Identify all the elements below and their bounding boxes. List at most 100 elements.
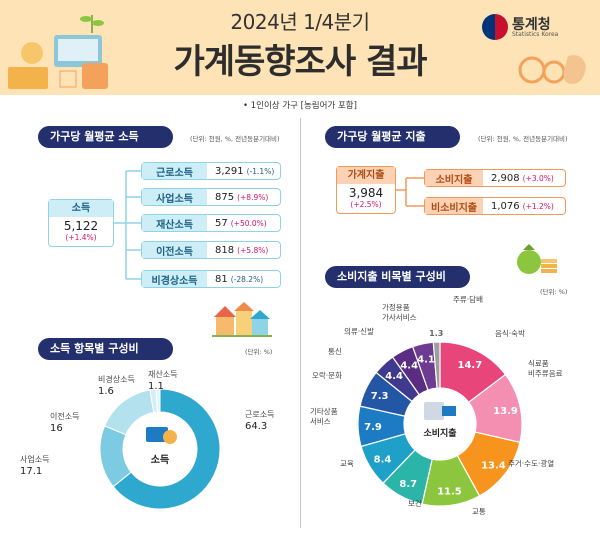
taegeuk-icon	[482, 14, 508, 40]
cons-slice-label: 교통	[472, 507, 486, 516]
monitor-money-icon	[146, 427, 177, 444]
income-unit: (단위: 천원, %, 전년동분기대비)	[190, 135, 280, 143]
cons-slice-value: 14.7	[458, 360, 483, 371]
income-total-change: (+1.4%)	[65, 233, 97, 242]
cons-slice-label: 의류·신발	[344, 326, 374, 336]
cons-slice-value: 4.4	[385, 371, 403, 382]
cons-slice-value: 1.3	[429, 329, 443, 338]
statistics-korea-logo: 통계청 Statistics Korea	[482, 12, 592, 42]
coin-illustration	[518, 55, 586, 84]
cons-slice-label: 가정용품	[382, 302, 410, 312]
cons-slice-label: 통신	[328, 347, 342, 356]
income-slice-label: 이전소득	[50, 411, 79, 421]
page-title: 가계동향조사 결과	[173, 42, 427, 82]
income-slice	[112, 388, 221, 510]
income-item-change: (+5.8%)	[237, 245, 269, 255]
spending-item-label: 비소비지출	[425, 198, 483, 214]
income-slice	[155, 388, 161, 413]
cons-slice-value: 4.1	[417, 354, 435, 365]
income-item-change: (+50.0%)	[230, 218, 267, 228]
income-item-change: (+8.9%)	[237, 192, 269, 202]
cons-slice-label: 서비스	[310, 417, 331, 426]
income-item-value: 875 (+8.9%)	[215, 191, 269, 203]
spending-item-0: 소비지출 2,908 (+3.0%)	[424, 169, 566, 187]
cons-slice-label: 가사서비스	[382, 313, 417, 322]
income-item-value: 3,291 (-1.1%)	[215, 165, 275, 177]
income-item-label: 사업소득	[142, 189, 207, 205]
cons-slice-value: 7.9	[364, 422, 382, 433]
income-total-label: 소득	[49, 200, 113, 217]
income-item-change: (-28.2%)	[230, 274, 264, 284]
income-item-value: 57 (+50.0%)	[215, 217, 267, 229]
money-bag-icon	[517, 244, 557, 274]
income-slice-label: 사업소득	[20, 455, 49, 464]
income-slice-value: 64.3	[245, 421, 267, 432]
income-item-change: (-1.1%)	[246, 166, 275, 176]
page-subtitle: 2024년 1/4분기	[230, 10, 370, 34]
cons-donut-chart: 소비지출14.713.913.411.58.78.47.97.34.44.44.…	[310, 294, 563, 516]
spending-item-value: 1,076 (+1.2%)	[491, 200, 554, 212]
spending-total-label: 가계지출	[337, 167, 395, 184]
cons-slice-label: 음식·숙박	[495, 328, 525, 338]
income-comp-title: 소득 항목별 구성비	[38, 338, 173, 360]
cons-slice-label: 기타상품	[310, 406, 338, 416]
cons-donut-center: 소비지출	[423, 427, 456, 439]
scope-note: • 1인이상 가구 [농림어가 포함]	[243, 101, 357, 111]
spending-section-title: 가구당 월평균 지출	[325, 126, 460, 148]
cons-slice-label: 교육	[340, 459, 354, 468]
spending-item-1: 비소비지출 1,076 (+1.2%)	[424, 197, 566, 215]
center-divider	[300, 118, 301, 528]
income-comp-unit: (단위: %)	[245, 348, 273, 356]
income-donut-chart: 소득 근로소득 64.3 사업소득 17.1 이전소득 16 비경상소득 1.6 재산소득 1.1	[20, 369, 274, 510]
cons-slice-label: 식료품	[528, 359, 549, 368]
cons-slice-value: 13.4	[481, 460, 506, 471]
cons-donut-hole	[404, 388, 476, 460]
income-slice-value: 1.6	[98, 386, 114, 397]
income-item-4: 비경상소득 81 (-28.2%)	[141, 270, 281, 288]
income-connector	[114, 170, 142, 280]
income-item-label: 비경상소득	[142, 271, 207, 287]
income-slice-value: 17.1	[20, 466, 42, 477]
cons-slice-label: 비주류음료	[528, 369, 563, 378]
income-donut-hole	[125, 414, 195, 484]
cons-slice-value: 11.5	[437, 486, 462, 497]
income-donut-center: 소득	[151, 454, 169, 466]
cons-slice-label: 주류·담배	[453, 294, 483, 304]
cons-slice-label: 오락·문화	[312, 371, 342, 380]
cons-slice-label: 보건	[408, 498, 422, 508]
cons-slice-value: 8.4	[374, 454, 392, 465]
spending-unit: (단위: 천원, %, 전년동분기대비)	[478, 135, 568, 143]
header-banner: 2024년 1/4분기 가계동향조사 결과 통계청 Statistics Kor…	[0, 0, 600, 95]
cons-slice-value: 8.7	[399, 479, 417, 490]
spending-item-label: 소비지출	[425, 170, 483, 186]
income-item-label: 재산소득	[142, 215, 207, 231]
income-item-1: 사업소득 875 (+8.9%)	[141, 188, 281, 206]
houses-icon	[212, 302, 272, 337]
cons-slice-label: 주거·수도·광열	[508, 458, 554, 468]
income-item-label: 이전소득	[142, 242, 207, 258]
income-slice-label: 비경상소득	[98, 374, 135, 384]
income-slice-label: 재산소득	[148, 369, 177, 379]
logo-name: 통계청	[512, 17, 551, 33]
spending-total-change: (+2.5%)	[350, 200, 382, 209]
money-illustration	[8, 15, 108, 89]
income-item-3: 이전소득 818 (+5.8%)	[141, 241, 281, 259]
logo-sub: Statistics Korea	[512, 31, 559, 38]
income-slice-label: 근로소득	[245, 410, 274, 419]
cons-comp-unit: (단위: %)	[540, 288, 568, 296]
income-item-value: 818 (+5.8%)	[215, 244, 269, 256]
income-section-title: 가구당 월평균 소득	[38, 126, 173, 148]
receipt-icon	[424, 402, 456, 420]
income-total-value: 5,122	[63, 219, 99, 233]
income-item-2: 재산소득 57 (+50.0%)	[141, 214, 281, 232]
cons-slice-value: 4.4	[400, 360, 418, 371]
cons-comp-title: 소비지출 비목별 구성비	[325, 266, 470, 288]
spending-connector	[396, 177, 424, 207]
income-item-0: 근로소득 3,291 (-1.1%)	[141, 162, 281, 180]
income-slice-value: 1.1	[148, 381, 164, 392]
spending-item-change: (+3.0%)	[522, 173, 554, 183]
cons-slice-value: 13.9	[493, 406, 518, 417]
spending-item-change: (+1.2%)	[522, 201, 554, 211]
income-item-value: 81 (-28.2%)	[215, 273, 264, 285]
income-item-label: 근로소득	[142, 163, 207, 179]
